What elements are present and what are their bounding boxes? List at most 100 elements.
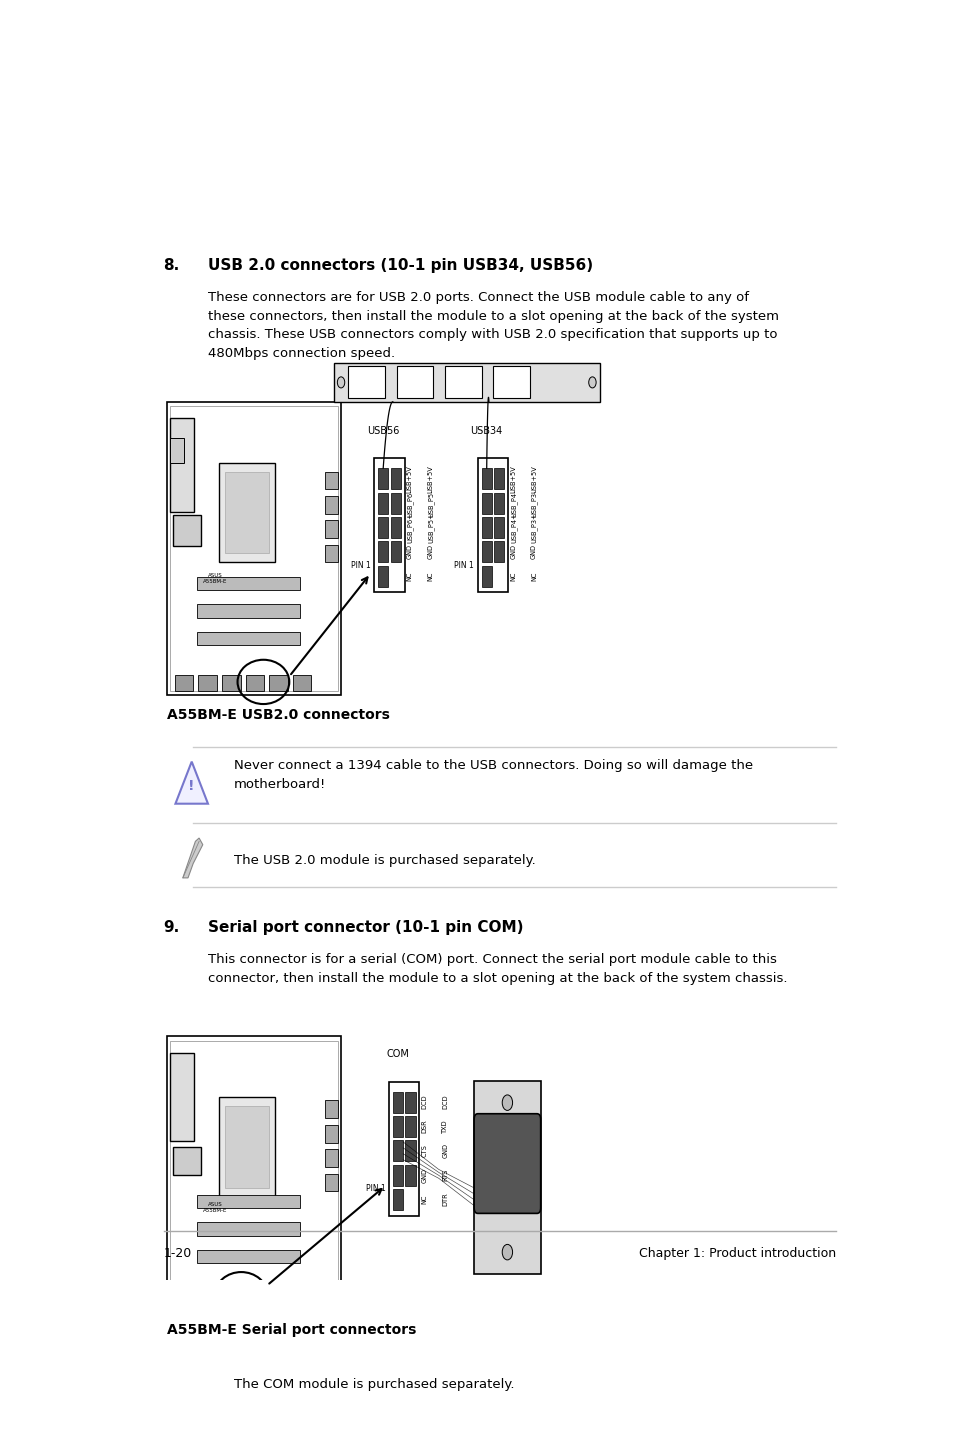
Bar [196, 604, 300, 618]
Text: 1-20: 1-20 [164, 1247, 192, 1260]
Text: A55BM-E USB2.0 connectors: A55BM-E USB2.0 connectors [167, 709, 390, 722]
Text: DCD: DCD [421, 1094, 427, 1110]
Text: COM: COM [386, 1050, 409, 1060]
Text: DTR: DTR [442, 1192, 448, 1206]
Bar [219, 1097, 274, 1196]
Text: DSR: DSR [421, 1120, 427, 1133]
FancyBboxPatch shape [396, 367, 433, 398]
Bar [481, 565, 492, 587]
Circle shape [501, 1094, 512, 1110]
Text: GND: GND [531, 545, 537, 559]
Bar [293, 676, 311, 690]
Bar [374, 459, 404, 592]
Bar [481, 541, 492, 562]
Text: The COM module is purchased separately.: The COM module is purchased separately. [233, 1379, 514, 1392]
Bar [170, 418, 193, 512]
Bar [390, 516, 400, 538]
FancyBboxPatch shape [348, 367, 385, 398]
Bar [324, 1173, 337, 1191]
FancyBboxPatch shape [492, 367, 529, 398]
Text: USB 2.0 connectors (10-1 pin USB34, USB56): USB 2.0 connectors (10-1 pin USB34, USB5… [208, 257, 593, 273]
Text: TXD: TXD [442, 1120, 448, 1133]
Bar [174, 676, 193, 690]
Bar [324, 1100, 337, 1119]
Circle shape [588, 377, 596, 388]
Text: GND: GND [406, 545, 413, 559]
Text: USB+5V: USB+5V [427, 464, 433, 493]
Text: !: ! [189, 779, 194, 792]
Bar [170, 1053, 193, 1142]
Bar [324, 1149, 337, 1166]
Text: USB_P4-: USB_P4- [510, 489, 517, 516]
Text: USB+5V: USB+5V [510, 464, 516, 493]
Bar [393, 1140, 403, 1162]
Text: USB_P5+: USB_P5+ [427, 512, 434, 542]
Text: USB56: USB56 [367, 426, 399, 436]
Text: 9.: 9. [164, 920, 180, 935]
FancyBboxPatch shape [444, 367, 481, 398]
Bar [405, 1116, 416, 1137]
Bar [393, 1091, 403, 1113]
Bar [293, 1287, 311, 1303]
Text: USB+5V: USB+5V [531, 464, 537, 493]
Text: NC: NC [427, 571, 433, 581]
Bar [269, 1287, 288, 1303]
Bar [170, 439, 183, 463]
Bar [390, 469, 400, 489]
Text: CTS: CTS [421, 1145, 427, 1158]
Text: DCD: DCD [442, 1094, 448, 1110]
Bar [481, 469, 492, 489]
Bar [324, 1125, 337, 1143]
Bar [173, 515, 201, 545]
Bar [474, 1080, 540, 1274]
Bar [324, 545, 337, 562]
Bar [173, 1148, 201, 1175]
Bar [405, 1140, 416, 1162]
Bar [377, 565, 388, 587]
Text: RTS: RTS [442, 1169, 448, 1182]
Text: GND: GND [442, 1143, 448, 1159]
Bar [324, 472, 337, 489]
Circle shape [337, 377, 344, 388]
Bar [174, 1287, 193, 1303]
Text: PIN 1: PIN 1 [351, 561, 370, 569]
Circle shape [501, 1244, 512, 1260]
Text: GND: GND [427, 545, 433, 559]
Polygon shape [183, 838, 203, 877]
Bar [481, 493, 492, 513]
Bar [390, 493, 400, 513]
Text: 8.: 8. [164, 257, 180, 273]
Text: These connectors are for USB 2.0 ports. Connect the USB module cable to any of
t: These connectors are for USB 2.0 ports. … [208, 290, 779, 360]
Text: USB_P6-: USB_P6- [406, 489, 414, 516]
Bar [196, 1250, 300, 1263]
Bar [481, 516, 492, 538]
Text: NC: NC [510, 571, 516, 581]
Text: This connector is for a serial (COM) port. Connect the serial port module cable : This connector is for a serial (COM) por… [208, 953, 786, 985]
Bar [167, 401, 341, 695]
Bar [477, 459, 508, 592]
Text: ASUS
A55BM-E: ASUS A55BM-E [203, 574, 228, 584]
Bar [377, 493, 388, 513]
Text: GND: GND [421, 1168, 427, 1182]
Text: ASUS
A55BM-E: ASUS A55BM-E [203, 1202, 228, 1214]
Text: USB_P4+: USB_P4+ [510, 512, 517, 542]
Bar [246, 1287, 264, 1303]
Text: NC: NC [421, 1195, 427, 1204]
Bar [225, 1106, 269, 1188]
Bar [377, 516, 388, 538]
Bar [198, 1287, 216, 1303]
Bar [198, 676, 216, 690]
Polygon shape [183, 1366, 203, 1406]
Bar [167, 1037, 341, 1307]
Text: The USB 2.0 module is purchased separately.: The USB 2.0 module is purchased separate… [233, 854, 535, 867]
Text: GND: GND [510, 545, 516, 559]
Bar [222, 1287, 240, 1303]
Bar [393, 1189, 403, 1209]
Text: Never connect a 1394 cable to the USB connectors. Doing so will damage the
mothe: Never connect a 1394 cable to the USB co… [233, 759, 752, 791]
Text: USB_P3-: USB_P3- [531, 489, 537, 516]
Bar [324, 521, 337, 538]
Bar [219, 463, 274, 562]
Bar [196, 1195, 300, 1208]
Bar [222, 676, 240, 690]
Text: Serial port connector (10-1 pin COM): Serial port connector (10-1 pin COM) [208, 920, 523, 935]
